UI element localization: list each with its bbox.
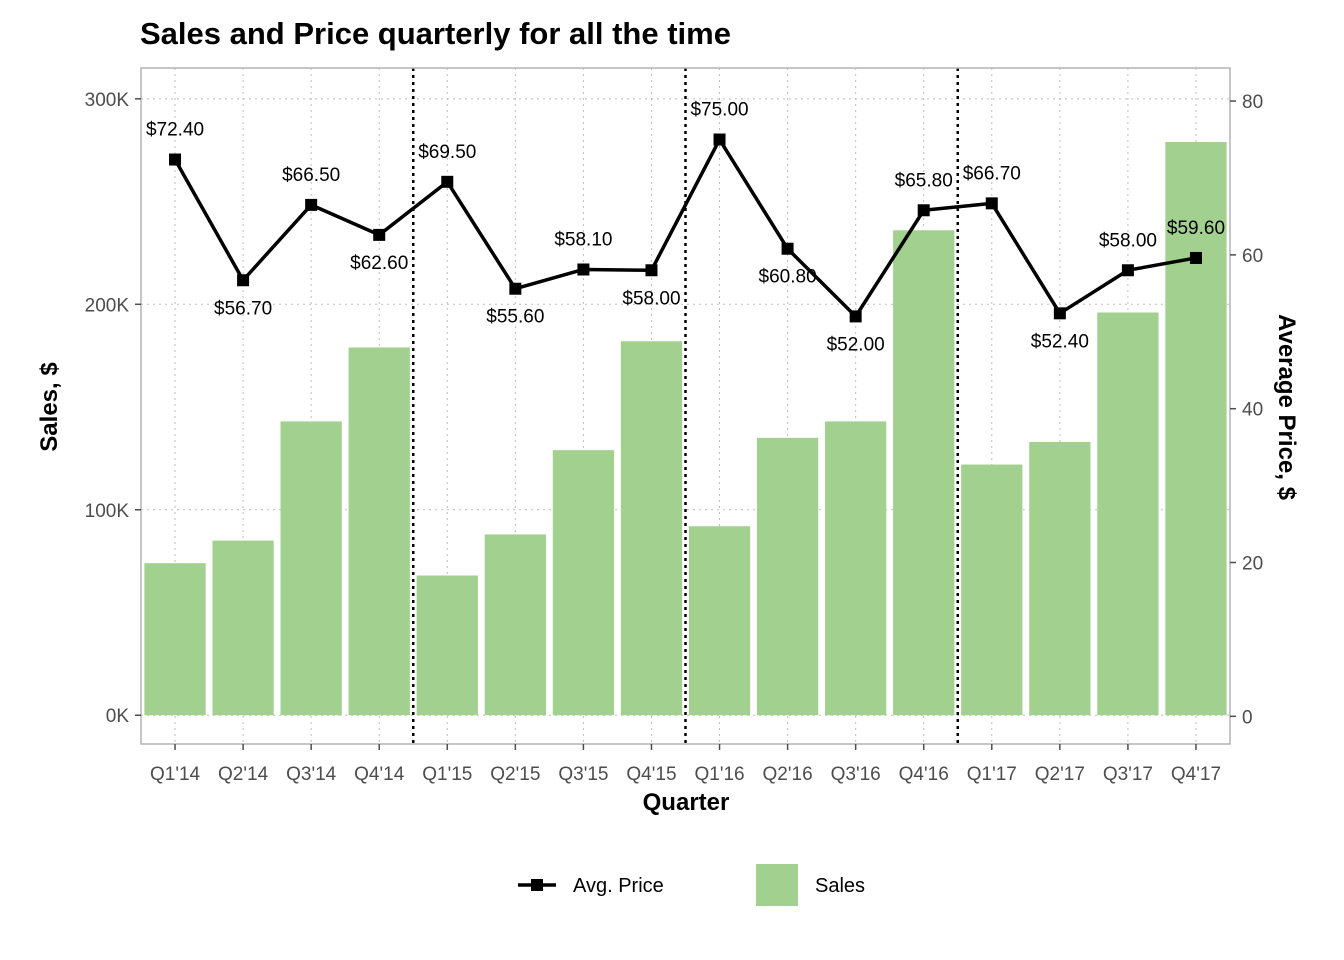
price-marker-2 [305,198,318,211]
price-marker-9 [781,242,794,255]
x-tick-label-9: Q2'16 [763,764,813,785]
bar-6 [552,450,615,716]
legend-label-avg-price: Avg. Price [573,875,664,897]
price-marker-0 [169,153,182,166]
y2-tick-label-0: 0 [1242,707,1253,728]
price-data-label-11: $65.80 [895,170,953,191]
bar-4 [416,575,478,716]
y2-axis-title: Average Price, $ [1273,314,1300,501]
y2-tick-label-3: 60 [1242,246,1263,267]
bar-7 [620,341,683,716]
bar-12 [961,464,1023,716]
price-marker-6 [577,263,590,276]
price-marker-15 [1189,251,1202,264]
x-tick-label-2: Q3'14 [286,764,337,785]
price-marker-5 [509,282,522,295]
price-marker-10 [849,310,862,323]
price-data-label-12: $66.70 [963,163,1021,184]
bar-3 [348,347,410,716]
price-data-label-6: $58.10 [554,229,612,250]
price-data-label-3: $62.60 [350,253,408,274]
price-marker-4 [441,175,454,188]
price-marker-11 [917,204,930,217]
price-data-label-10: $52.00 [827,334,885,355]
x-tick-label-5: Q2'15 [490,764,540,785]
y-tick-label-3: 300K [85,90,130,111]
price-data-label-4: $69.50 [418,142,476,163]
price-marker-8 [713,133,726,146]
y2-tick-label-1: 20 [1242,554,1263,575]
price-data-label-8: $75.00 [690,100,748,121]
x-axis-title: Quarter [643,789,730,816]
price-data-label-1: $56.70 [214,298,272,319]
price-data-label-7: $58.00 [622,288,680,309]
bar-5 [484,534,546,716]
x-tick-label-12: Q1'17 [967,764,1017,785]
price-data-label-15: $59.60 [1167,218,1225,239]
bar-15 [1165,141,1227,716]
bar-2 [280,421,342,716]
bar-9 [756,437,819,716]
y-tick-label-2: 200K [85,295,130,316]
bar-10 [825,421,887,716]
y-tick-label-1: 100K [85,501,130,522]
x-tick-label-14: Q3'17 [1103,764,1153,785]
x-tick-label-0: Q1'14 [150,764,201,785]
y2-tick-label-2: 40 [1242,400,1263,421]
price-data-label-5: $55.60 [486,307,544,328]
chart-title: Sales and Price quarterly for all the ti… [140,16,731,51]
x-tick-label-6: Q3'15 [558,764,608,785]
legend-marker-avg-price [531,879,543,891]
price-marker-13 [1053,307,1066,320]
y2-tick-label-4: 80 [1242,92,1263,113]
legend-swatch-sales [756,864,798,906]
legend: Avg. Price Sales [518,864,865,906]
price-marker-3 [373,228,386,241]
price-data-label-9: $60.80 [759,267,817,288]
price-line [173,137,1197,319]
y-axis-title: Sales, $ [36,362,63,452]
panel-border [140,67,1231,745]
bar-8 [688,526,751,716]
bar-1 [212,540,274,716]
price-marker-14 [1121,264,1134,277]
price-marker-12 [985,197,998,210]
x-tick-label-3: Q4'14 [354,764,405,785]
price-data-label-0: $72.40 [146,120,204,141]
y-tick-label-0: 0K [106,706,130,727]
bar-11 [893,230,955,716]
price-marker-1 [237,274,250,287]
bar-13 [1029,441,1091,716]
bar-14 [1097,312,1159,716]
x-tick-label-10: Q3'16 [831,764,881,785]
x-tick-label-8: Q1'16 [694,764,744,785]
x-tick-label-15: Q4'17 [1171,764,1221,785]
x-tick-label-7: Q4'15 [626,764,676,785]
bar-0 [144,563,206,716]
x-tick-label-4: Q1'15 [422,764,472,785]
x-tick-label-13: Q2'17 [1035,764,1085,785]
plot-area: $72.40 $56.70 $66.50 $62.60 $69.50 $55.60 $58.… [85,67,1263,785]
price-data-label-13: $52.40 [1031,331,1089,352]
x-tick-label-11: Q4'16 [899,764,949,785]
price-data-label-14: $58.00 [1099,230,1157,251]
legend-label-sales: Sales [815,875,865,897]
price-marker-7 [645,264,658,277]
price-data-label-2: $66.50 [282,165,340,186]
x-tick-label-1: Q2'14 [218,764,269,785]
